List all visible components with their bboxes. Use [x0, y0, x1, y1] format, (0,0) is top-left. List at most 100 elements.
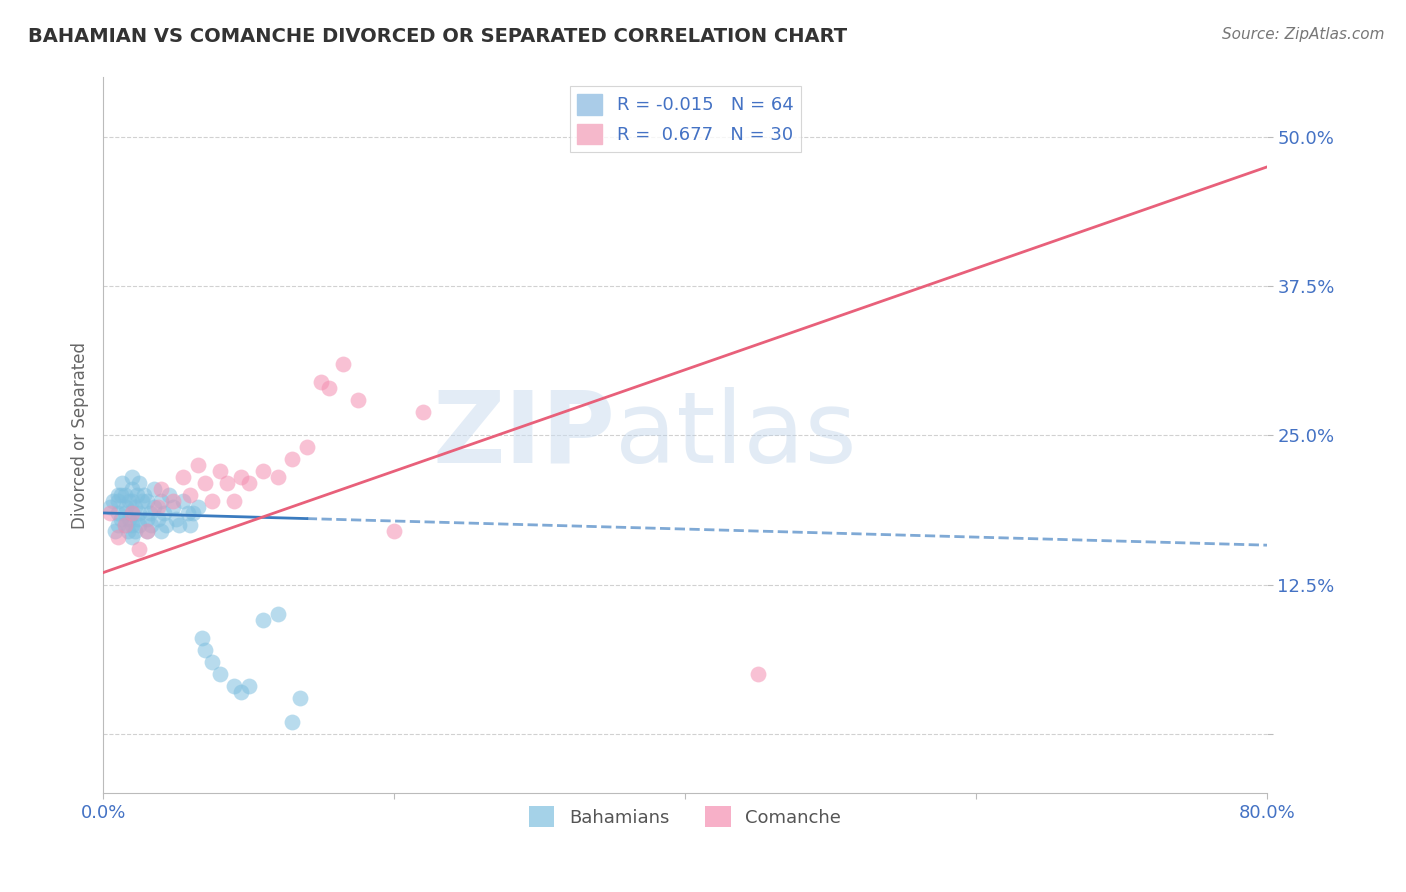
Point: [187, 500, 209, 514]
Point: [179, 488, 201, 502]
Legend: Bahamians, Comanche: Bahamians, Comanche: [522, 799, 848, 834]
Point: [162, 500, 184, 514]
Point: [281, 714, 304, 729]
Point: [157, 488, 180, 502]
Text: BAHAMIAN VS COMANCHE DIVORCED OR SEPARATED CORRELATION CHART: BAHAMIAN VS COMANCHE DIVORCED OR SEPARAT…: [28, 27, 848, 45]
Point: [150, 524, 173, 538]
Point: [132, 488, 155, 502]
Point: [107, 488, 129, 502]
Point: [135, 494, 157, 508]
Point: [187, 458, 209, 473]
Point: [114, 506, 136, 520]
Point: [222, 494, 245, 508]
Point: [125, 488, 148, 502]
Point: [110, 488, 132, 502]
Point: [194, 476, 217, 491]
Point: [222, 679, 245, 693]
Point: [143, 482, 166, 496]
Point: [148, 500, 170, 514]
Point: [114, 517, 136, 532]
Point: [124, 500, 146, 514]
Point: [121, 506, 143, 520]
Point: [191, 632, 214, 646]
Point: [128, 541, 150, 556]
Point: [208, 667, 231, 681]
Point: [104, 524, 127, 538]
Point: [131, 494, 153, 508]
Point: [382, 524, 405, 538]
Point: [267, 607, 290, 622]
Point: [176, 506, 198, 520]
Point: [208, 464, 231, 478]
Text: Source: ZipAtlas.com: Source: ZipAtlas.com: [1222, 27, 1385, 42]
Point: [295, 440, 318, 454]
Point: [135, 524, 157, 538]
Point: [114, 488, 136, 502]
Point: [139, 517, 162, 532]
Point: [162, 494, 184, 508]
Point: [194, 643, 217, 657]
Point: [135, 512, 157, 526]
Point: [111, 476, 134, 491]
Point: [346, 392, 368, 407]
Point: [107, 530, 129, 544]
Point: [215, 476, 238, 491]
Point: [100, 506, 122, 520]
Point: [107, 506, 129, 520]
Point: [143, 500, 166, 514]
Y-axis label: Divorced or Separated: Divorced or Separated: [72, 342, 89, 529]
Point: [252, 464, 274, 478]
Point: [121, 517, 143, 532]
Point: [117, 524, 139, 538]
Point: [267, 470, 290, 484]
Point: [121, 506, 143, 520]
Point: [201, 655, 224, 669]
Point: [128, 517, 150, 532]
Point: [121, 530, 143, 544]
Point: [107, 494, 129, 508]
Point: [332, 357, 354, 371]
Point: [165, 512, 187, 526]
Point: [148, 512, 170, 526]
Point: [167, 517, 190, 532]
Text: atlas: atlas: [616, 387, 856, 483]
Point: [150, 494, 173, 508]
Point: [110, 512, 132, 526]
Point: [412, 404, 434, 418]
Point: [155, 517, 177, 532]
Point: [114, 517, 136, 532]
Point: [103, 494, 125, 508]
Point: [252, 613, 274, 627]
Point: [135, 524, 157, 538]
Point: [231, 685, 253, 699]
Point: [281, 452, 304, 467]
Point: [121, 470, 143, 484]
Point: [318, 381, 340, 395]
Point: [118, 512, 141, 526]
Point: [107, 517, 129, 532]
Point: [128, 476, 150, 491]
Point: [115, 500, 138, 514]
Point: [179, 517, 201, 532]
Point: [183, 506, 205, 520]
Point: [231, 470, 253, 484]
Point: [121, 482, 143, 496]
Text: ZIP: ZIP: [432, 387, 616, 483]
Point: [311, 375, 333, 389]
Point: [288, 690, 311, 705]
Point: [201, 494, 224, 508]
Point: [125, 512, 148, 526]
Point: [172, 470, 194, 484]
Point: [153, 506, 176, 520]
Point: [238, 476, 260, 491]
Point: [100, 500, 122, 514]
Point: [124, 524, 146, 538]
Point: [138, 506, 160, 520]
Point: [150, 482, 173, 496]
Point: [118, 494, 141, 508]
Point: [172, 494, 194, 508]
Point: [238, 679, 260, 693]
Point: [121, 494, 143, 508]
Point: [747, 667, 769, 681]
Point: [128, 506, 150, 520]
